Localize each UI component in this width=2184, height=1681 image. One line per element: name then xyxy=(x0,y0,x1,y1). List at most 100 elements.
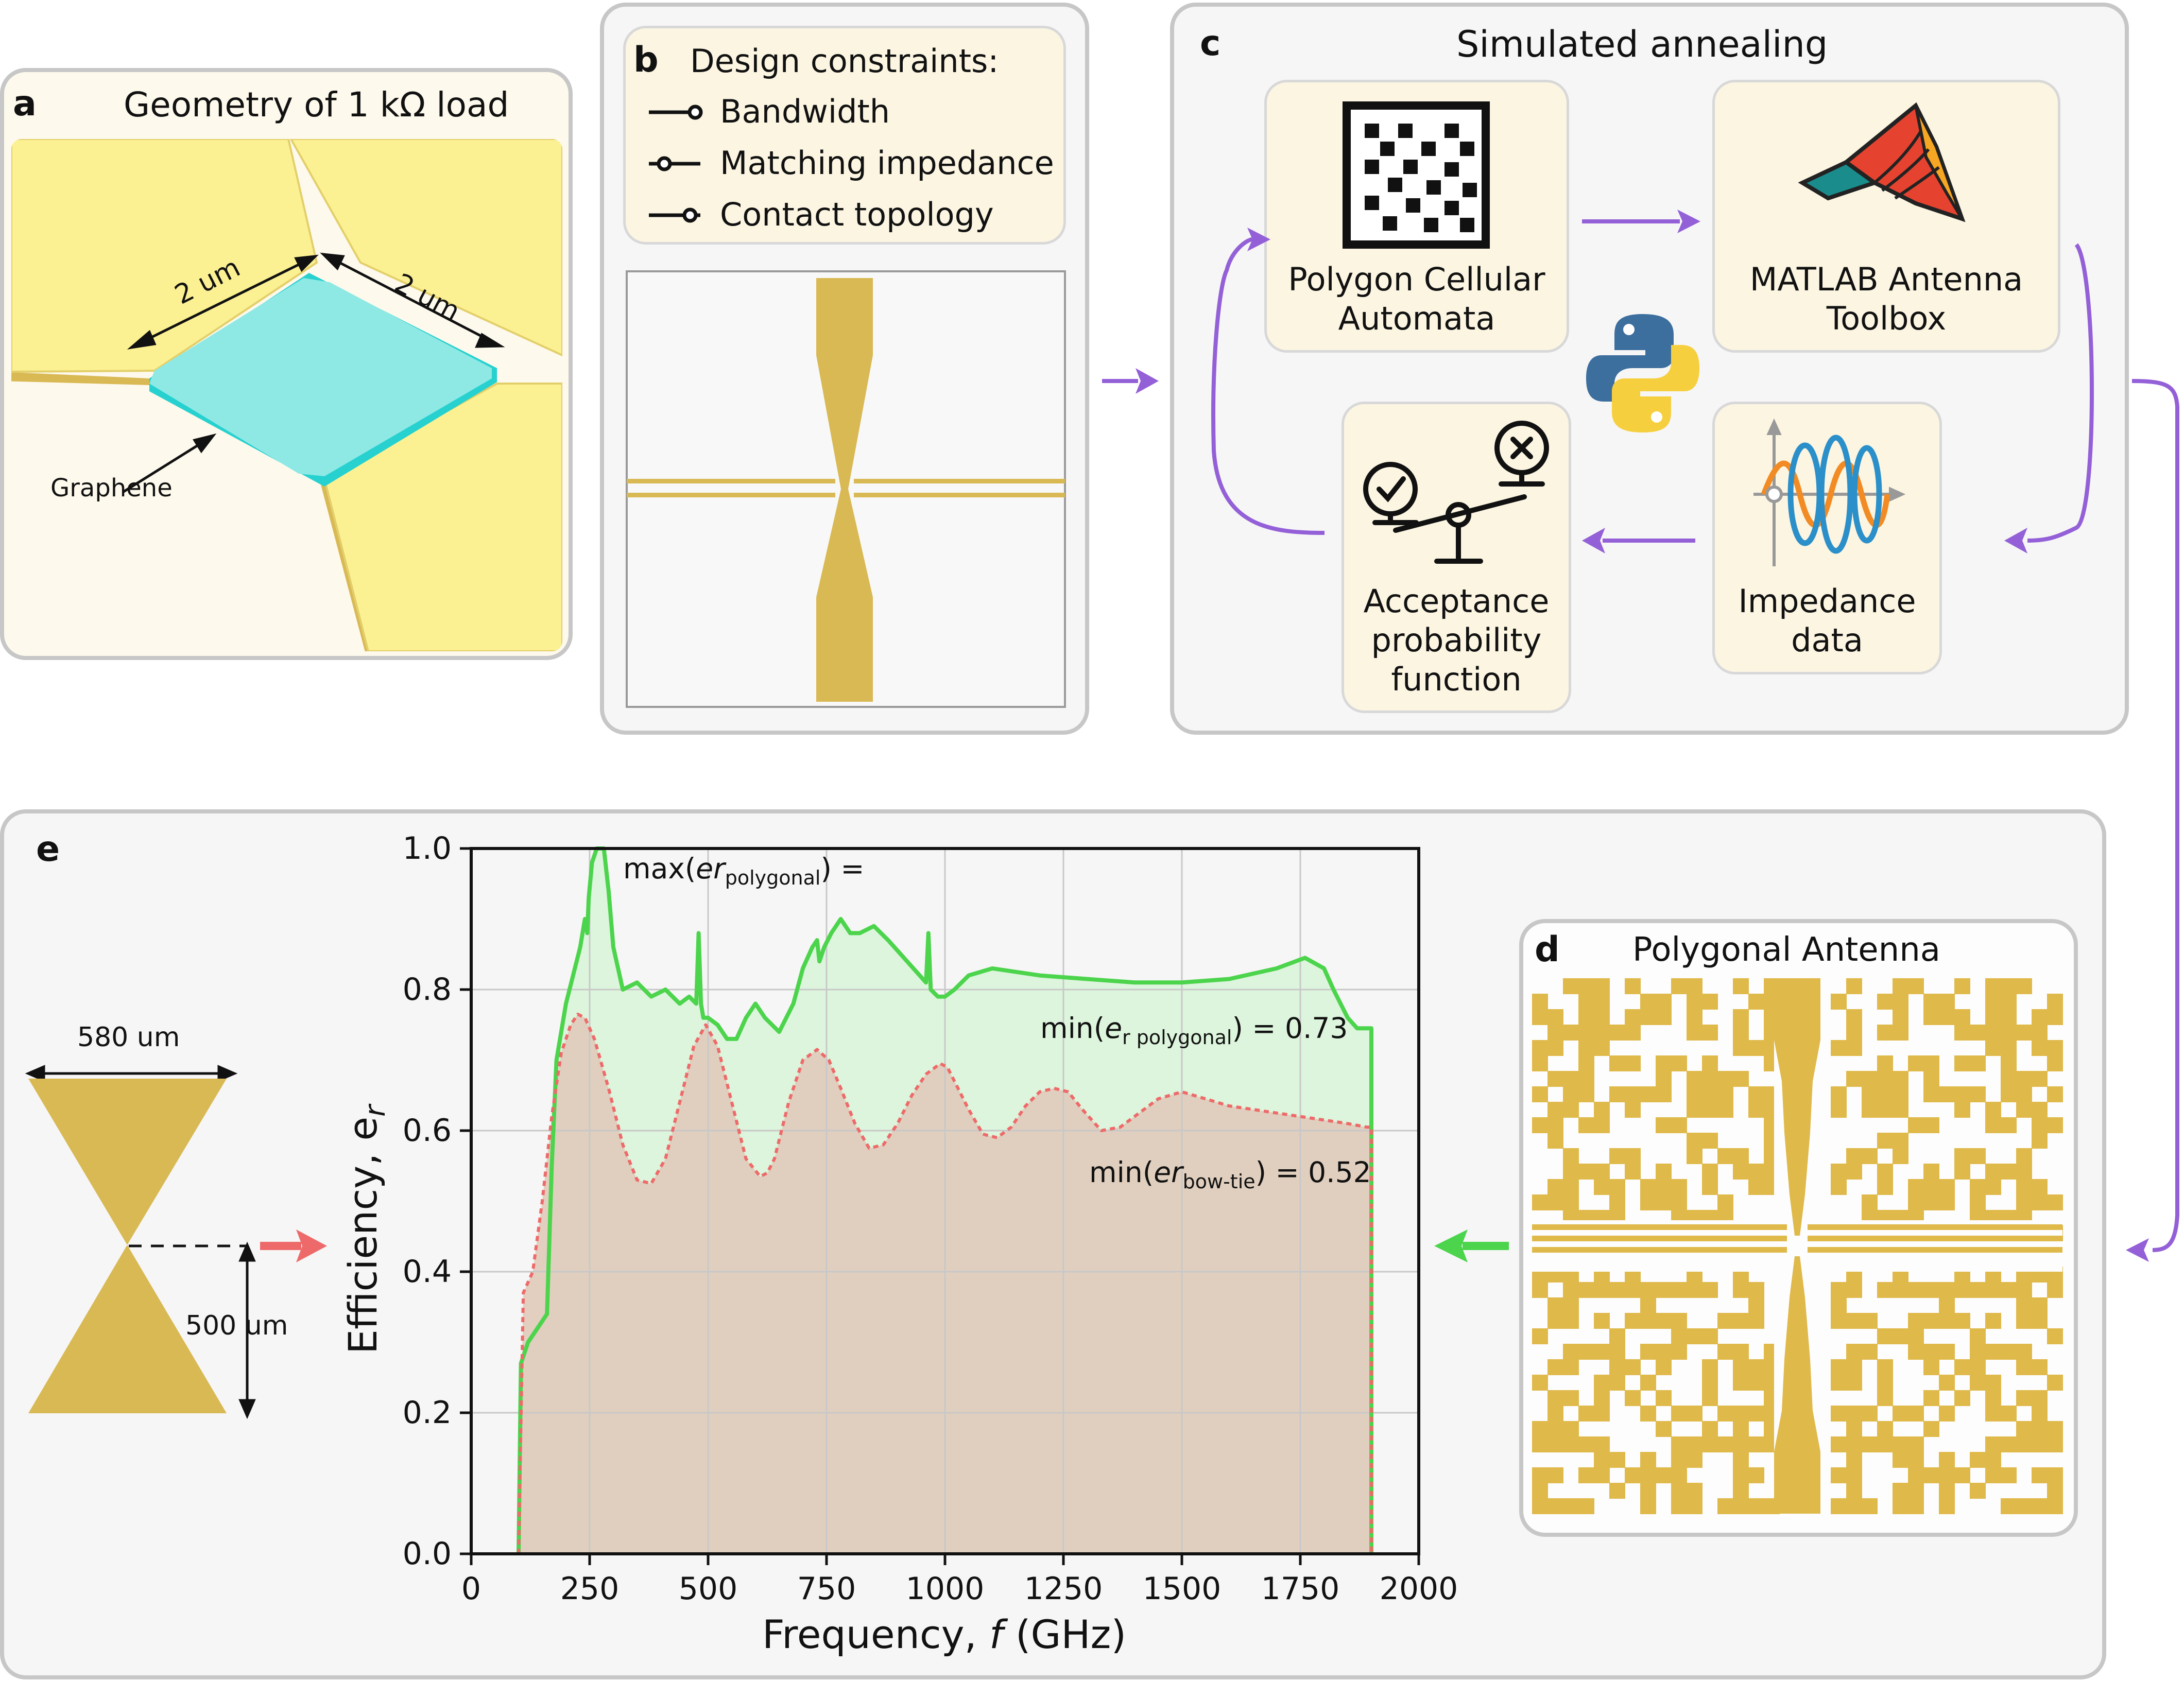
antenna-pixel xyxy=(1970,1483,1986,1499)
antenna-pixel xyxy=(1954,1282,1970,1298)
antenna-pixel xyxy=(1578,1344,1594,1360)
antenna-pixel xyxy=(1923,1282,1939,1298)
antenna-pixel xyxy=(1547,1009,1563,1025)
antenna-pixel xyxy=(1594,1390,1610,1406)
antenna-pixel xyxy=(1748,1498,1764,1514)
antenna-pixel xyxy=(1893,1436,1908,1452)
antenna-pixel xyxy=(1687,978,1703,994)
cycle-arrows xyxy=(1211,210,2094,553)
antenna-pixel xyxy=(2016,1282,2032,1298)
antenna-pixel xyxy=(1985,1025,2001,1041)
antenna-pixel xyxy=(2032,1102,2048,1118)
arrow-bowtie-to-chart xyxy=(260,1229,327,1262)
antenna-pixel xyxy=(1671,1282,1687,1298)
antenna-pixel xyxy=(1877,1282,1893,1298)
antenna-pixel xyxy=(1748,1102,1764,1118)
antenna-pixel xyxy=(1985,1344,2001,1360)
antenna-pixel xyxy=(1594,1452,1610,1468)
antenna-pixel xyxy=(1862,1436,1878,1452)
antenna-pixel xyxy=(1862,1498,1878,1514)
antenna-pixel xyxy=(1846,1148,1862,1164)
series-line-0 xyxy=(517,846,1373,1554)
antenna-pixel xyxy=(2047,1328,2063,1344)
antenna-pixel xyxy=(1970,1179,1986,1195)
antenna-pixel xyxy=(1578,1009,1594,1025)
antenna-pixel xyxy=(1877,1359,1893,1375)
antenna-pixel xyxy=(1846,1282,1862,1298)
antenna-pixel xyxy=(1748,1359,1764,1375)
antenna-pixel xyxy=(1846,1040,1862,1056)
antenna-pixel xyxy=(1908,1452,1924,1468)
bowtie-top-triangle xyxy=(28,1079,227,1245)
antenna-pixel xyxy=(2001,1344,2017,1360)
antenna-pixel xyxy=(1748,1297,1764,1313)
antenna-pixel xyxy=(1939,1313,1955,1329)
constraint-bandwidth: Bandwidth xyxy=(720,93,890,130)
antenna-pixel xyxy=(2001,1406,2017,1422)
antenna-pixel xyxy=(2032,1421,2048,1437)
antenna-pixel xyxy=(1547,1117,1563,1133)
antenna-pixel xyxy=(1563,1421,1579,1437)
antenna-pixel xyxy=(1970,1375,1986,1391)
antenna-pixel xyxy=(1877,1102,1893,1118)
graphene-label: Graphene xyxy=(50,474,173,502)
antenna-pixel xyxy=(1687,1148,1703,1164)
antenna-pixel xyxy=(1702,1164,1718,1180)
antenna-pixel xyxy=(1939,994,1955,1010)
antenna-pixel xyxy=(1532,1375,1548,1391)
antenna-pixel xyxy=(1563,1194,1579,1210)
antenna-pixel xyxy=(2032,1406,2048,1422)
annotation-min-bowtie: min(erbow-tie) = 0.52 xyxy=(1089,1156,1371,1193)
antenna-pixel xyxy=(1846,1406,1862,1422)
antenna-pixel xyxy=(1640,994,1656,1010)
antenna-pixel xyxy=(1687,1282,1703,1298)
antenna-pixel xyxy=(2047,1086,2063,1102)
antenna-pixel xyxy=(2001,1086,2017,1102)
dimension-arrows xyxy=(123,252,505,493)
antenna-pixel xyxy=(1893,1071,1908,1087)
antenna-pixel xyxy=(1893,1483,1908,1499)
antenna-pixel xyxy=(1625,1467,1641,1483)
antenna-pixel xyxy=(1733,1406,1749,1422)
antenna-pixel xyxy=(2047,1436,2063,1452)
antenna-pixel xyxy=(1717,1436,1733,1452)
antenna-pixel xyxy=(1923,1359,1939,1375)
antenna-pixel xyxy=(1609,1148,1625,1164)
antenna-pixel xyxy=(1532,1040,1548,1056)
antenna-pixel xyxy=(1939,1344,1955,1360)
antenna-pixel xyxy=(1908,1467,1924,1483)
antenna-pixel xyxy=(1702,1421,1718,1437)
antenna-pixel xyxy=(1954,1009,1970,1025)
antenna-pixel xyxy=(1985,1406,2001,1422)
antenna-pixel xyxy=(2032,1313,2048,1329)
antenna-pixel xyxy=(1609,1452,1625,1468)
antenna-pixel xyxy=(1954,1313,1970,1329)
panel-e-letter: e xyxy=(36,829,60,870)
box4-line2: probability xyxy=(1371,621,1542,659)
antenna-pixel xyxy=(1671,1328,1687,1344)
antenna-pixel xyxy=(1939,1483,1955,1499)
antenna-pixel xyxy=(2016,1390,2032,1406)
antenna-pixel xyxy=(2047,1375,2063,1391)
antenna-pixel xyxy=(1563,978,1579,994)
antenna-pixel xyxy=(1985,1436,2001,1452)
antenna-pixel xyxy=(1908,1179,1924,1195)
antenna-pixel xyxy=(1594,994,1610,1010)
antenna-pixel xyxy=(1893,1148,1908,1164)
antenna-pixel xyxy=(1923,1071,1939,1087)
antenna-pixel xyxy=(2016,1297,2032,1313)
antenna-pixel xyxy=(1748,1179,1764,1195)
antenna-pixel xyxy=(1671,1483,1687,1499)
antenna-pixel xyxy=(1609,1344,1625,1360)
antenna-pixel xyxy=(1702,1055,1718,1071)
antenna-pixel xyxy=(1656,1194,1672,1210)
antenna-pixel xyxy=(1831,1498,1847,1514)
antenna-pixel xyxy=(2047,1194,2063,1210)
antenna-pixel xyxy=(1954,1390,1970,1406)
antenna-pixel xyxy=(1923,1055,1939,1071)
antenna-pixel xyxy=(1625,1102,1641,1118)
constraint-matching-impedance: Matching impedance xyxy=(720,144,1054,182)
antenna-pixel xyxy=(1578,1498,1594,1514)
antenna-pixel xyxy=(1640,1344,1656,1360)
antenna-pixel xyxy=(2047,1055,2063,1071)
